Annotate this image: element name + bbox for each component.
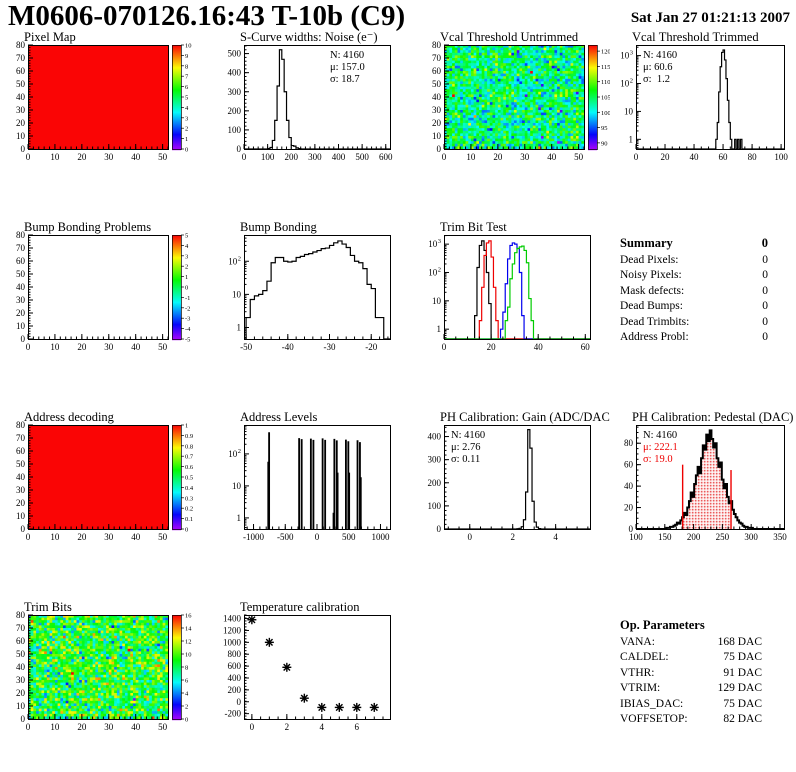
summary-row-label: Dead Pixels:	[620, 253, 679, 266]
op-parameter-row-label: VTHR:	[620, 666, 655, 679]
op-parameter-row-label: IBIAS_DAC:	[620, 697, 684, 710]
chart-pixel-map	[2, 30, 202, 166]
chart-ph-calibration-gain	[410, 410, 610, 546]
summary-row-value: 0	[762, 331, 768, 343]
summary-title: Summary	[620, 236, 673, 250]
chart-temperature-calibration	[210, 600, 410, 736]
chart-vcal-threshold-trimmed	[608, 30, 794, 166]
summary-row-value: 0	[762, 269, 768, 281]
summary-row: Mask defects: 0	[620, 284, 768, 300]
summary-row-value: 0	[762, 300, 768, 312]
summary-row-value: 0	[762, 315, 768, 328]
summary-row-value: 0	[762, 284, 768, 297]
op-parameter-row-value: 129 DAC	[717, 682, 762, 694]
summary-row-label: Dead Trimbits:	[620, 315, 690, 328]
op-parameter-row-label: VTRIM:	[620, 682, 661, 694]
chart-address-decoding	[2, 410, 202, 546]
op-parameter-row: IBIAS_DAC: 75 DAC	[620, 697, 762, 713]
op-parameter-row: VTRIM: 129 DAC	[620, 681, 762, 697]
summary-header: Summary 0	[620, 236, 768, 252]
summary-row: Dead Pixels: 0	[620, 253, 768, 269]
chart-ph-calibration-pedestal	[608, 410, 794, 546]
op-parameter-row-value: 91 DAC	[723, 666, 762, 679]
op-parameters-title: Op. Parameters	[620, 618, 705, 632]
op-parameter-row-value: 75 DAC	[723, 697, 762, 710]
op-parameter-row-value: 168 DAC	[717, 635, 762, 648]
op-parameter-row-label: CALDEL:	[620, 651, 669, 663]
chart-trim-bit-test	[410, 220, 610, 356]
chart-scurve-noise	[210, 30, 410, 166]
summary-row-label: Dead Bumps:	[620, 300, 683, 312]
op-parameter-row: VANA: 168 DAC	[620, 635, 762, 651]
chart-trim-bits	[2, 600, 202, 736]
summary-row: Dead Trimbits: 0	[620, 315, 768, 331]
op-parameter-row: CALDEL: 75 DAC	[620, 650, 762, 666]
op-parameter-row-value: 82 DAC	[723, 713, 762, 725]
summary-row: Dead Bumps: 0	[620, 299, 768, 315]
summary-row: Address Probl: 0	[620, 330, 768, 346]
op-parameter-row-label: VANA:	[620, 635, 655, 648]
summary-row-label: Noisy Pixels:	[620, 269, 682, 281]
op-parameter-row: VOFFSETOP: 82 DAC	[620, 712, 762, 728]
op-parameters-header: Op. Parameters	[620, 618, 762, 634]
op-parameter-row-value: 75 DAC	[723, 651, 762, 663]
report-timestamp: Sat Jan 27 01:21:13 2007	[630, 10, 790, 26]
op-parameters-panel: Op. Parameters VANA: 168 DAC CALDEL: 75 DAC…	[620, 618, 762, 728]
summary-row-label: Address Probl:	[620, 331, 689, 343]
chart-bump-bonding	[210, 220, 410, 356]
chart-address-levels	[210, 410, 410, 546]
summary-row: Noisy Pixels: 0	[620, 268, 768, 284]
summary-total: 0	[761, 236, 768, 250]
chart-bump-bonding-problems	[2, 220, 202, 356]
chart-vcal-threshold-untrimmed	[410, 30, 610, 166]
op-parameter-row-label: VOFFSETOP:	[620, 713, 688, 725]
summary-row-label: Mask defects:	[620, 284, 685, 297]
summary-panel: Summary 0 Dead Pixels: 0 Noisy Pixels: 0 Mas…	[620, 236, 768, 346]
op-parameter-row: VTHR: 91 DAC	[620, 666, 762, 682]
summary-row-value: 0	[762, 253, 768, 266]
page-title: M0606-070126.16:43 T-10b (C9)	[8, 0, 406, 32]
